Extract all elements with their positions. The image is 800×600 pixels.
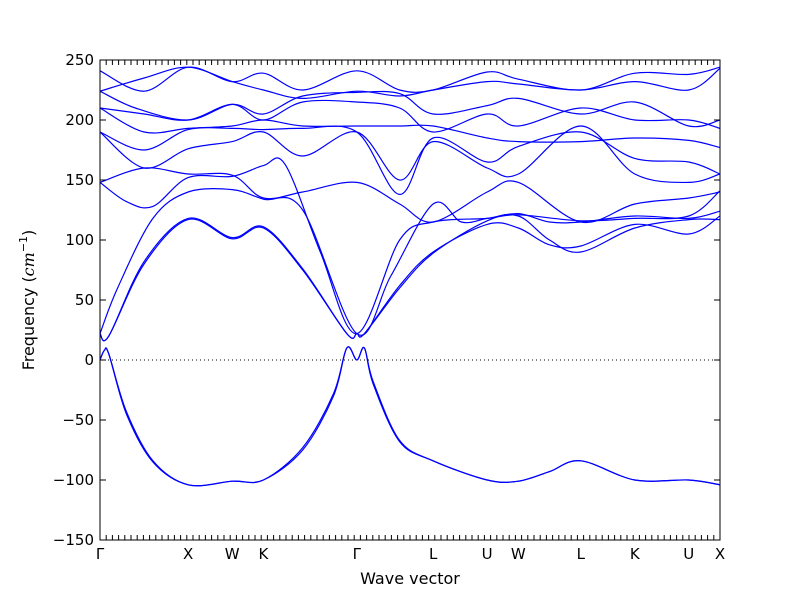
y-tick-label: 250 bbox=[65, 51, 94, 69]
x-tick-label: K bbox=[630, 545, 641, 563]
y-axis-ticks: −150 −100 −50 0 50 100 150 200 250 bbox=[53, 51, 720, 549]
y-tick-label: 50 bbox=[75, 291, 94, 309]
y-tick-label: −50 bbox=[62, 411, 94, 429]
band-lines bbox=[99, 66, 721, 487]
y-tick-label: 100 bbox=[65, 231, 94, 249]
x-tick-label: X bbox=[183, 545, 193, 563]
x-tick-label: L bbox=[429, 545, 438, 563]
band-line-5 bbox=[99, 187, 721, 336]
y-tick-label: −150 bbox=[53, 531, 94, 549]
y-tick-label: −100 bbox=[53, 471, 94, 489]
band-line-2 bbox=[99, 346, 721, 487]
band-line-8 bbox=[99, 125, 721, 184]
y-axis-label: Frequency (cm−1) bbox=[17, 230, 38, 371]
band-line-1 bbox=[99, 346, 721, 487]
x-tick-label: L bbox=[577, 545, 586, 563]
x-tick-label: X bbox=[715, 545, 725, 563]
y-tick-label: 150 bbox=[65, 171, 94, 189]
x-tick-label: K bbox=[258, 545, 269, 563]
x-tick-label: Γ bbox=[96, 545, 105, 563]
x-tick-label: W bbox=[511, 545, 526, 563]
band-line-3 bbox=[99, 213, 721, 342]
band-line-4 bbox=[99, 215, 721, 342]
band-line-6 bbox=[99, 157, 721, 335]
axes-frame bbox=[99, 59, 721, 541]
band-line-13 bbox=[99, 66, 721, 100]
band-line-10 bbox=[99, 107, 721, 149]
y-tick-label: 200 bbox=[65, 111, 94, 129]
y-axis-label-close: ) bbox=[19, 230, 38, 236]
band-line-12 bbox=[99, 90, 721, 128]
x-axis-label: Wave vector bbox=[360, 569, 460, 588]
x-tick-label: W bbox=[225, 545, 240, 563]
y-tick-label: 0 bbox=[84, 351, 94, 369]
band-line-11 bbox=[99, 99, 721, 133]
x-tick-label: Γ bbox=[353, 545, 362, 563]
y-axis-label-exponent: −1 bbox=[17, 236, 30, 252]
band-line-14 bbox=[99, 66, 721, 93]
band-line-7 bbox=[99, 167, 721, 224]
band-line-9 bbox=[99, 125, 721, 196]
x-tick-label: U bbox=[683, 545, 694, 563]
y-axis-label-text: Frequency ( bbox=[19, 276, 38, 370]
x-tick-label: U bbox=[482, 545, 493, 563]
y-axis-label-unit: cm bbox=[19, 252, 38, 276]
